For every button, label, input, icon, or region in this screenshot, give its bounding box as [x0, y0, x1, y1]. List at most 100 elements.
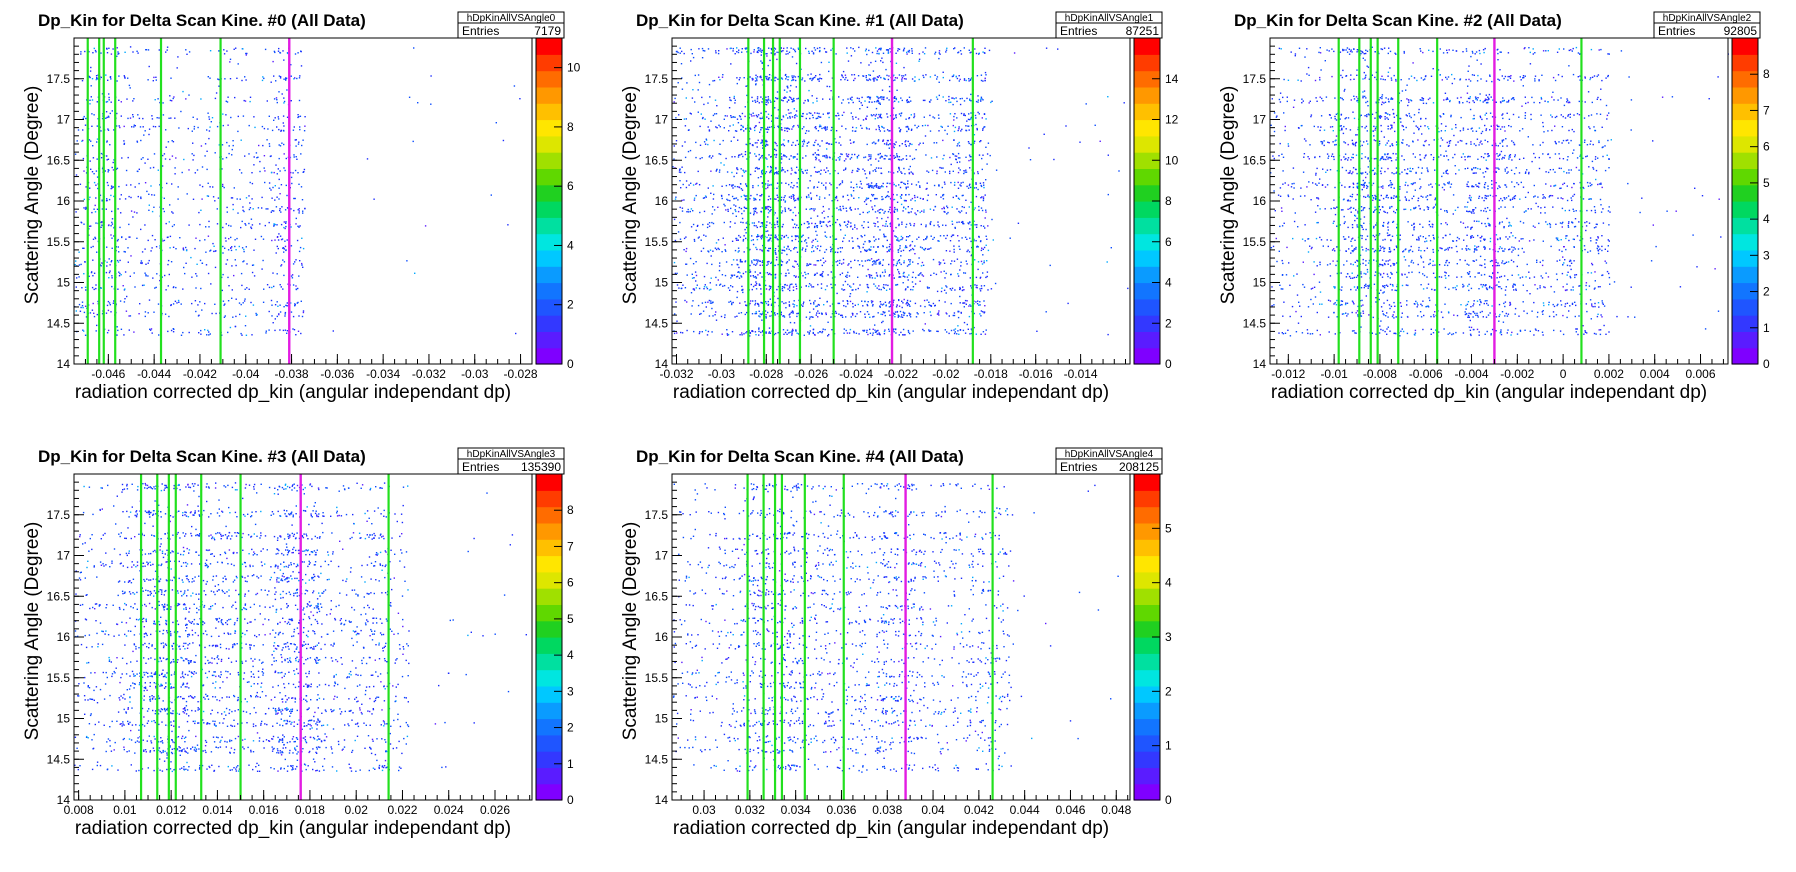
x-tick-label: 0.044 [1010, 803, 1040, 817]
color-scale-tick-label: 1 [567, 757, 574, 771]
color-scale-tick-label: 7 [567, 539, 574, 553]
color-scale-tick-label: 5 [1165, 521, 1172, 535]
y-tick-label: 15 [57, 276, 71, 290]
color-scale-tick-label: 4 [567, 648, 574, 662]
color-scale-tick-label: 7 [1763, 103, 1770, 117]
color-scale-tick-label: 8 [1165, 194, 1172, 208]
x-tick-label: -0.028 [504, 367, 538, 381]
y-tick-label: 17 [655, 113, 669, 127]
y-axis-label: Scattering Angle (Degree) [620, 86, 641, 305]
color-scale-tick-label: 0 [567, 793, 574, 807]
x-tick-label: -0.04 [232, 367, 260, 381]
x-tick-label: 0.006 [1686, 367, 1716, 381]
x-tick-label: -0.012 [1271, 367, 1305, 381]
y-tick-label: 14.5 [47, 316, 71, 330]
color-scale-bar: 0 2 4 6 8 10 [535, 37, 581, 371]
x-tick-label: 0.04 [921, 803, 945, 817]
color-scale-tick-label: 6 [567, 576, 574, 590]
x-tick-label: 0.048 [1101, 803, 1131, 817]
entries-value: 92805 [1724, 24, 1758, 38]
entries-label: Entries [1658, 24, 1695, 38]
x-tick-label: 0.012 [156, 803, 186, 817]
y-tick-label: 17 [57, 113, 71, 127]
x-axis-label: radiation corrected dp_kin (angular inde… [673, 382, 1109, 403]
y-tick-label: 14 [1253, 357, 1267, 371]
color-scale-bar: 0 1 2 3 4 5 6 7 8 [535, 473, 574, 807]
x-tick-label: -0.042 [183, 367, 217, 381]
stats-name: hDpKinAllVSAngle0 [467, 13, 556, 24]
x-axis-label: radiation corrected dp_kin (angular inde… [75, 382, 511, 403]
x-tick-label: 0.038 [872, 803, 902, 817]
color-scale-tick-label: 0 [1763, 357, 1770, 371]
stats-name: hDpKinAllVSAngle4 [1065, 449, 1154, 460]
stats-name: hDpKinAllVSAngle2 [1663, 13, 1752, 24]
histogram-panel-1: Dp_Kin for Delta Scan Kine. #1 (All Data… [598, 0, 1188, 420]
y-tick-label: 16.5 [47, 153, 71, 167]
x-axis-label: radiation corrected dp_kin (angular inde… [75, 818, 511, 839]
entries-value: 135390 [521, 460, 561, 474]
color-scale-tick-label: 2 [1165, 316, 1172, 330]
color-scale-bar: 0 2 4 6 8 10 12 14 [1133, 37, 1179, 371]
histogram-svg: Dp_Kin for Delta Scan Kine. #3 (All Data… [22, 447, 574, 839]
y-tick-label: 14 [57, 793, 71, 807]
plot-frame [671, 473, 1131, 801]
x-tick-label: -0.03 [708, 367, 736, 381]
plot-frame [73, 473, 533, 801]
histogram-svg: Dp_Kin for Delta Scan Kine. #2 (All Data… [1218, 11, 1770, 403]
x-tick-label: 0.02 [345, 803, 369, 817]
y-tick-label: 17.5 [47, 72, 71, 86]
y-tick-label: 16 [655, 194, 669, 208]
x-tick-label: 0.026 [480, 803, 510, 817]
x-tick-label: -0.034 [366, 367, 400, 381]
histogram-panel-2: Dp_Kin for Delta Scan Kine. #2 (All Data… [1196, 0, 1786, 420]
histogram-panel-4: Dp_Kin for Delta Scan Kine. #4 (All Data… [598, 436, 1188, 856]
color-scale-tick-label: 8 [567, 120, 574, 134]
y-tick-label: 15 [655, 712, 669, 726]
y-tick-label: 14.5 [645, 316, 669, 330]
x-tick-label: -0.01 [1320, 367, 1348, 381]
y-tick-label: 16 [655, 630, 669, 644]
y-tick-label: 15.5 [645, 235, 669, 249]
color-scale-tick-label: 10 [1165, 153, 1179, 167]
x-tick-label: -0.028 [749, 367, 783, 381]
y-tick-label: 17.5 [1243, 72, 1267, 86]
x-axis-label: radiation corrected dp_kin (angular inde… [673, 818, 1109, 839]
x-tick-label: 0.046 [1055, 803, 1085, 817]
x-tick-label: 0.016 [249, 803, 279, 817]
y-axis-label: Scattering Angle (Degree) [1218, 86, 1239, 305]
x-tick-label: 0.042 [964, 803, 994, 817]
color-scale-tick-label: 8 [1763, 67, 1770, 81]
color-scale-tick-label: 0 [1165, 793, 1172, 807]
scatter-points [672, 483, 1119, 773]
color-scale-tick-label: 2 [1763, 285, 1770, 299]
color-scale-tick-label: 14 [1165, 72, 1179, 86]
color-scale-bar: 0 1 2 3 4 5 [1133, 473, 1172, 807]
color-scale-tick-label: 3 [567, 684, 574, 698]
plot-frame [73, 37, 533, 365]
y-tick-label: 14 [655, 357, 669, 371]
x-tick-label: 0.014 [202, 803, 232, 817]
chart-title: Dp_Kin for Delta Scan Kine. #4 (All Data… [636, 447, 964, 466]
scatter-points [74, 46, 521, 336]
x-tick-label: 0.01 [113, 803, 137, 817]
chart-title: Dp_Kin for Delta Scan Kine. #3 (All Data… [38, 447, 366, 466]
color-scale-tick-label: 6 [1165, 235, 1172, 249]
entries-label: Entries [462, 24, 499, 38]
y-tick-label: 14.5 [47, 752, 71, 766]
x-tick-label: 0 [1560, 367, 1567, 381]
x-tick-label: 0.034 [781, 803, 811, 817]
y-tick-label: 16.5 [645, 153, 669, 167]
y-tick-label: 14 [655, 793, 669, 807]
y-tick-label: 16 [57, 194, 71, 208]
y-axis-label: Scattering Angle (Degree) [22, 86, 43, 305]
color-scale-tick-label: 1 [1165, 739, 1172, 753]
color-scale-tick-label: 12 [1165, 113, 1179, 127]
entries-label: Entries [1060, 460, 1097, 474]
color-scale-tick-label: 2 [1165, 684, 1172, 698]
stats-name: hDpKinAllVSAngle3 [467, 449, 556, 460]
y-tick-label: 17 [655, 549, 669, 563]
color-scale-tick-label: 8 [567, 503, 574, 517]
entries-label: Entries [462, 460, 499, 474]
